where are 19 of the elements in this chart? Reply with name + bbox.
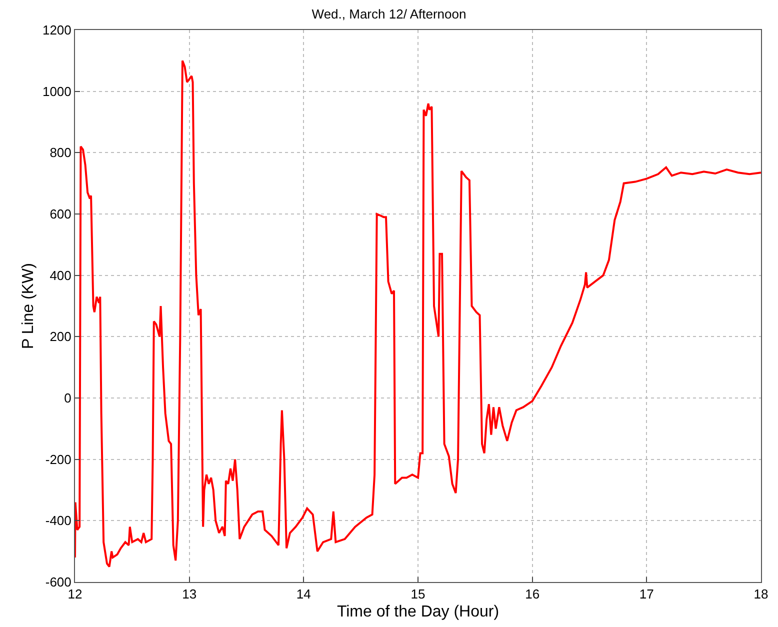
x-tick-label: 13 bbox=[182, 586, 197, 602]
x-axis-title: Time of the Day (Hour) bbox=[336, 603, 500, 620]
y-axis-title: P Line (KW) bbox=[20, 263, 37, 349]
x-tick-label: 17 bbox=[639, 586, 654, 602]
y-tick-label: 0 bbox=[64, 390, 72, 406]
x-tick-label: 16 bbox=[525, 586, 540, 602]
x-tick-label: 18 bbox=[754, 586, 768, 602]
y-tick-label: 1200 bbox=[42, 22, 72, 38]
y-tick-label: 200 bbox=[50, 329, 72, 344]
y-tick-label: -400 bbox=[45, 513, 72, 528]
chart-title: Wed., March 12/ Afternoon bbox=[312, 6, 466, 22]
x-tick-label: 15 bbox=[410, 586, 426, 602]
x-tick-label: 14 bbox=[296, 586, 311, 602]
y-tick-label: 600 bbox=[50, 206, 72, 222]
line-series bbox=[75, 60, 761, 568]
y-tick-label: 1000 bbox=[42, 84, 72, 99]
y-tick-label: 400 bbox=[50, 268, 72, 283]
y-tick-label: 800 bbox=[50, 145, 72, 160]
y-tick-label: -200 bbox=[45, 452, 72, 467]
